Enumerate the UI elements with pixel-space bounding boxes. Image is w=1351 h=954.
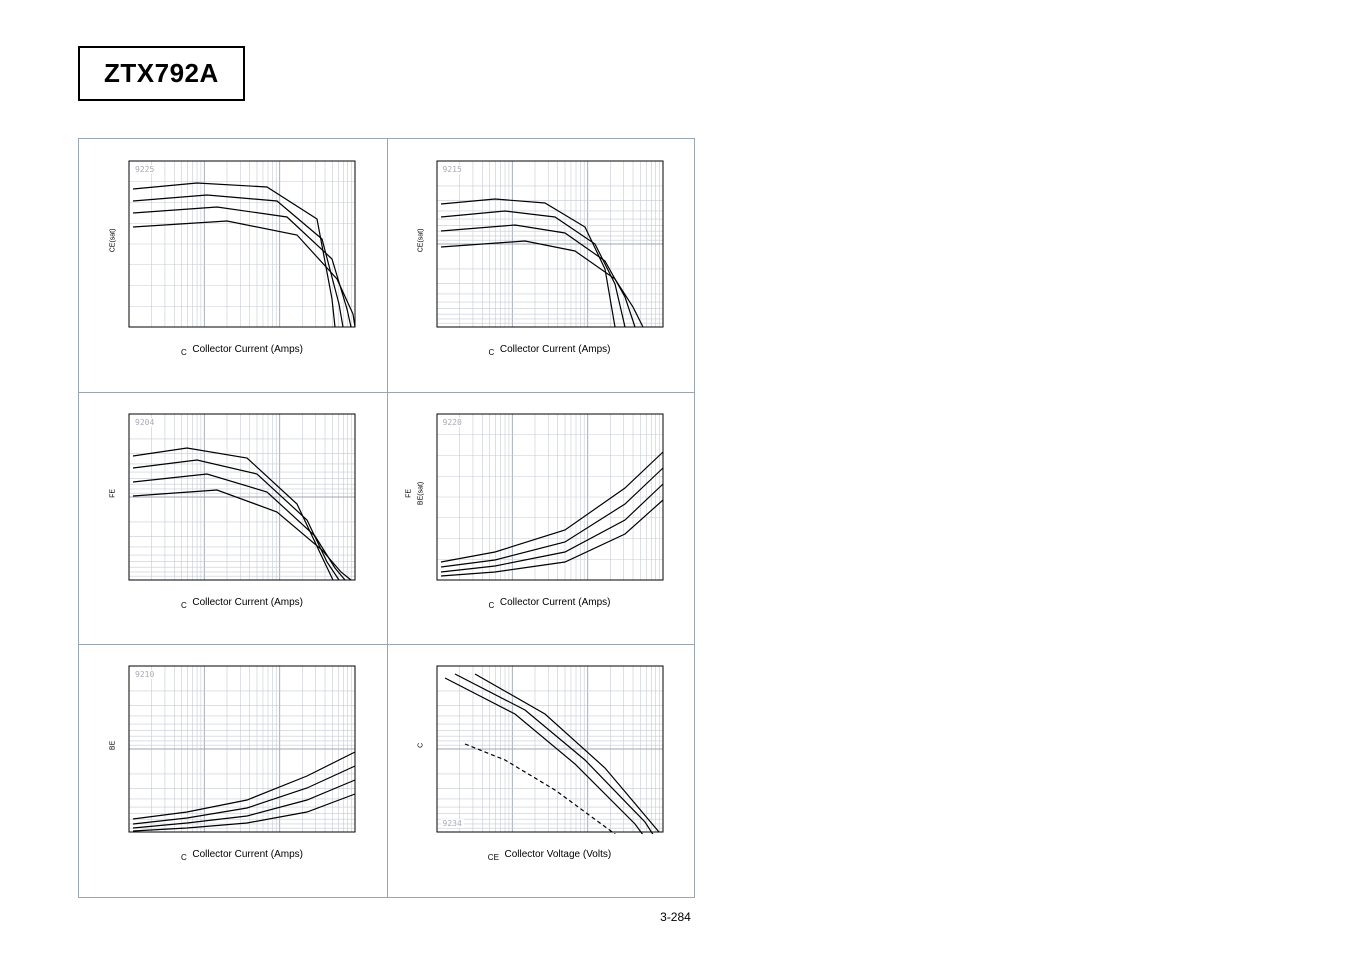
chart-code: 9234 (441, 819, 464, 828)
chart-code: 9215 (441, 165, 464, 174)
chart-code: 9225 (133, 165, 156, 174)
chart-svg (127, 664, 357, 834)
xlabel: CE Collector Voltage (Volts) (435, 849, 665, 862)
chart-svg (127, 412, 357, 582)
xlabel: C Collector Current (Amps) (127, 597, 357, 610)
part-number: ZTX792A (104, 58, 219, 88)
ylabel-sub: CE(sat) (109, 229, 116, 253)
xlabel: C Collector Current (Amps) (127, 849, 357, 862)
ylabel-sub: CE(sat) (417, 229, 424, 253)
chart-svg (435, 159, 665, 329)
chart-cell-3: FE 9204 C Collector Current (Amps) (79, 392, 387, 645)
chart-code: 9204 (133, 418, 156, 427)
ylabel-sub: C (417, 743, 424, 748)
chart-cell-1: CE(sat) 9225 C Collector Current (Amps) (79, 139, 387, 392)
xlabel: C Collector Current (Amps) (435, 597, 665, 610)
xlabel: C Collector Current (Amps) (435, 344, 665, 357)
part-number-title-box: ZTX792A (78, 46, 245, 101)
chart-cell-5: BE 9210 C Collector Current (Amps) (79, 644, 387, 897)
chart-cell-4: FE BE(sat) 9220 C Collector Current (Amp… (387, 392, 695, 645)
chart-code: 9210 (133, 670, 156, 679)
ylabel-sub: BE (109, 741, 116, 750)
chart-code: 9220 (441, 418, 464, 427)
xlabel: C Collector Current (Amps) (127, 344, 357, 357)
chart-cell-6: C 9234 CE Collector Voltage (Volts) (387, 644, 695, 897)
page-number: 3-284 (0, 910, 1351, 924)
chart-cell-2: CE(sat) 9215 C Collector Current (Amps) (387, 139, 695, 392)
chart-svg (127, 159, 357, 329)
chart-svg (435, 412, 665, 582)
ylabel-sub: BE(sat) (417, 481, 424, 504)
ylabel-sub: FE (109, 489, 116, 498)
chart-svg (435, 664, 665, 834)
charts-panel: CE(sat) 9225 C Collector Current (Amps) … (78, 138, 695, 898)
